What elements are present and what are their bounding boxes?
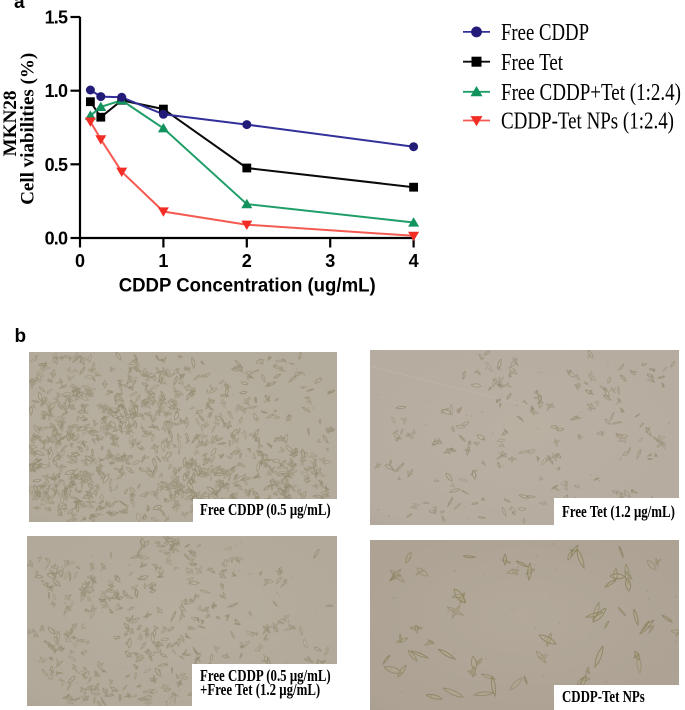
- svg-text:Free CDDP+Tet (1:2.4): Free CDDP+Tet (1:2.4): [501, 80, 681, 106]
- svg-text:Free Tet: Free Tet: [501, 50, 563, 76]
- svg-text:CDDP-Tet NPs (1:2.4): CDDP-Tet NPs (1:2.4): [501, 109, 674, 135]
- svg-text:1.5: 1.5: [45, 7, 68, 27]
- svg-text:CDDP Concentration (ug/mL): CDDP Concentration (ug/mL): [119, 276, 376, 297]
- svg-text:2: 2: [242, 251, 252, 271]
- svg-text:1: 1: [158, 251, 168, 271]
- svg-text:0.0: 0.0: [45, 228, 68, 248]
- svg-text:4: 4: [409, 251, 419, 271]
- svg-text:Free CDDP: Free CDDP: [501, 20, 589, 46]
- svg-text:0.5: 0.5: [45, 155, 68, 175]
- svg-text:3: 3: [325, 251, 335, 271]
- svg-text:1.0: 1.0: [45, 81, 68, 101]
- svg-text:MKN28: MKN28: [0, 91, 21, 157]
- svg-text:0: 0: [75, 251, 85, 271]
- svg-text:Cell viabilities (%): Cell viabilities (%): [18, 53, 39, 205]
